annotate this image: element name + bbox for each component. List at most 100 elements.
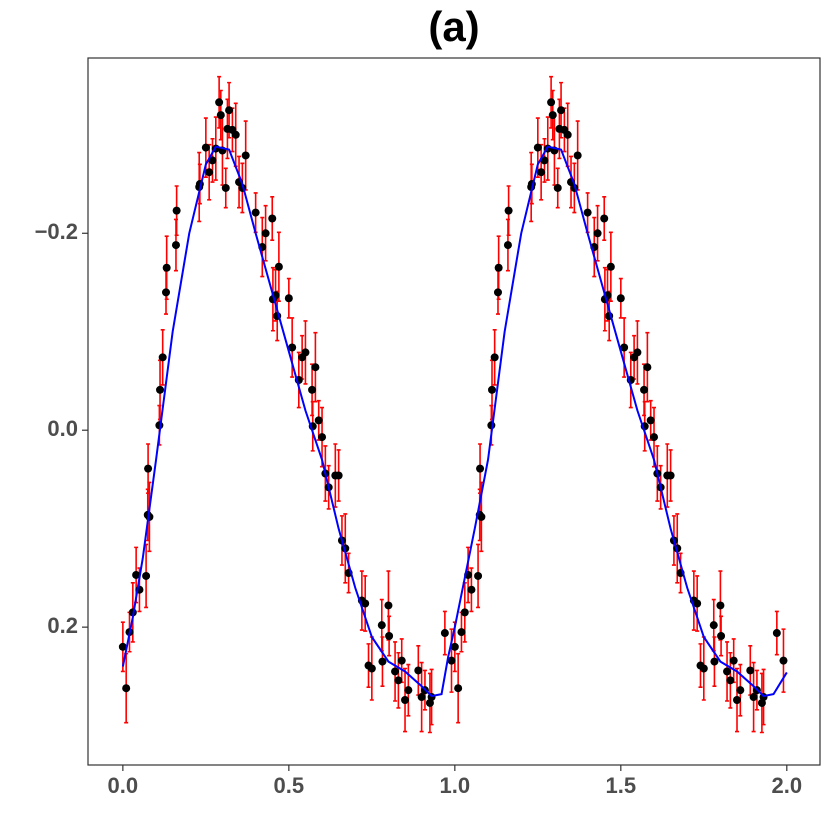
y-tick-label: −0.2	[35, 219, 78, 244]
data-point	[397, 656, 406, 665]
data-point	[171, 241, 180, 250]
data-point	[633, 348, 642, 357]
data-point	[779, 656, 788, 665]
data-point	[563, 130, 572, 139]
data-point	[251, 208, 260, 217]
data-point	[540, 156, 549, 165]
data-point	[216, 111, 225, 120]
x-tick-label: 0.5	[274, 773, 305, 798]
y-tick-label: 0.2	[47, 613, 78, 638]
data-point	[318, 433, 327, 442]
data-point	[650, 433, 659, 442]
data-point	[726, 676, 735, 685]
data-point	[723, 667, 732, 676]
data-point	[417, 693, 426, 702]
data-point	[414, 666, 423, 675]
data-point	[132, 570, 141, 579]
data-point	[404, 686, 413, 695]
data-point	[384, 601, 393, 610]
data-point	[490, 353, 499, 362]
data-point	[729, 656, 738, 665]
data-point	[208, 156, 217, 165]
data-point	[503, 241, 512, 250]
data-point	[142, 571, 151, 580]
data-point	[274, 262, 283, 271]
data-point	[616, 294, 625, 303]
chart-title: (a)	[428, 3, 479, 50]
data-point	[733, 696, 742, 705]
data-point	[215, 98, 224, 107]
panel-border	[87, 57, 821, 766]
data-point	[241, 151, 250, 160]
data-point	[284, 294, 293, 303]
data-point	[620, 343, 629, 352]
data-point	[158, 353, 167, 362]
data-point	[488, 385, 497, 394]
data-point	[474, 571, 483, 580]
data-point	[361, 599, 370, 608]
data-point	[201, 143, 210, 152]
data-point	[450, 642, 459, 651]
data-point	[557, 106, 566, 115]
data-point	[593, 229, 602, 238]
data-point	[334, 471, 343, 480]
data-point	[710, 657, 719, 666]
data-point	[548, 111, 557, 120]
x-tick-label: 0.0	[108, 773, 139, 798]
data-point	[440, 629, 449, 638]
x-tick-label: 1.0	[440, 773, 471, 798]
data-point	[225, 106, 234, 115]
data-point	[504, 206, 513, 215]
data-point	[454, 684, 463, 693]
data-point	[573, 151, 582, 160]
y-tick-label: 0.0	[47, 416, 78, 441]
data-point	[288, 343, 297, 352]
data-point	[261, 229, 270, 238]
data-point	[460, 608, 469, 617]
data-point	[533, 143, 542, 152]
data-point	[643, 363, 652, 372]
data-point	[457, 628, 466, 637]
data-point	[749, 693, 758, 702]
data-point	[118, 642, 127, 651]
data-point	[494, 263, 503, 272]
data-point	[476, 464, 485, 473]
data-point	[736, 686, 745, 695]
data-point	[699, 664, 708, 673]
data-point	[693, 599, 702, 608]
data-point	[467, 585, 476, 594]
data-point	[716, 601, 725, 610]
data-point	[391, 667, 400, 676]
data-point	[772, 629, 781, 638]
x-tick-label: 1.5	[606, 773, 637, 798]
data-point	[205, 168, 214, 177]
data-point	[231, 130, 240, 139]
data-point	[717, 632, 726, 641]
data-point	[378, 657, 387, 666]
data-point	[447, 656, 456, 665]
data-point	[553, 183, 562, 192]
data-point	[537, 168, 546, 177]
data-point	[377, 621, 386, 630]
data-point	[401, 696, 410, 705]
data-point	[493, 288, 502, 297]
data-point	[156, 385, 165, 394]
data-point	[172, 206, 181, 215]
data-point	[746, 666, 755, 675]
data-point	[394, 676, 403, 685]
data-point	[640, 385, 649, 394]
fit-line	[121, 145, 788, 698]
data-point	[600, 214, 609, 223]
data-point	[162, 263, 171, 272]
data-point	[308, 385, 317, 394]
data-point	[477, 512, 486, 521]
data-point	[144, 464, 153, 473]
data-point	[311, 363, 320, 372]
data-point	[122, 684, 131, 693]
data-point	[314, 416, 323, 425]
data-point	[646, 416, 655, 425]
data-point	[547, 98, 556, 107]
data-point	[268, 214, 277, 223]
